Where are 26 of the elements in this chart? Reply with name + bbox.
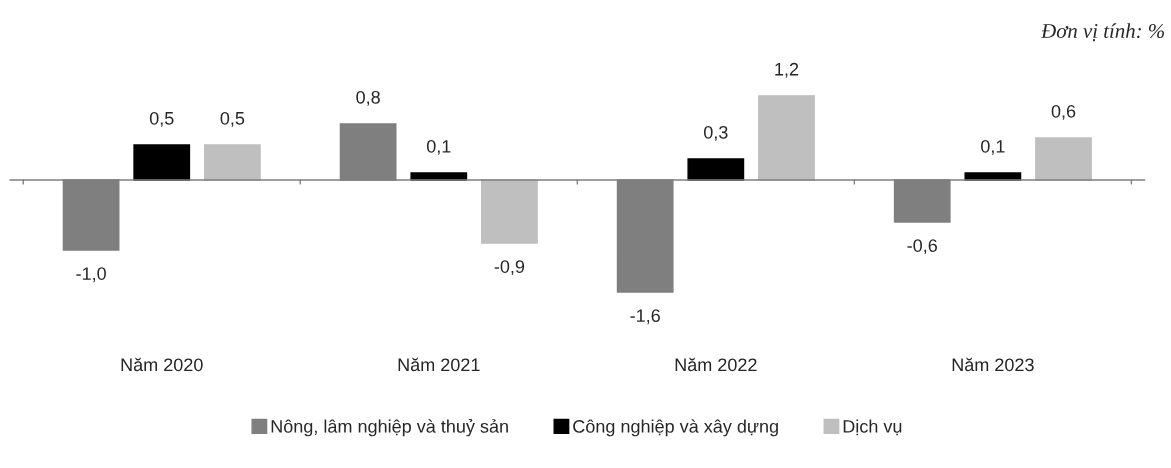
x-tick-label: Năm 2021 — [398, 357, 480, 372]
bar — [133, 144, 191, 181]
legend-label: Nông, lâm nghiệp và thuỷ sản — [271, 418, 508, 437]
bar — [687, 158, 745, 181]
x-tick-label: Năm 2020 — [121, 357, 203, 372]
data-label: 0,6 — [1051, 104, 1076, 120]
text: Đơn vị tính: % — [1040, 23, 1164, 42]
data-label: -1,0 — [76, 267, 106, 283]
data-label: 0,1 — [426, 139, 451, 155]
data-label: 0,5 — [220, 111, 245, 127]
x-tick-label: Năm 2022 — [675, 357, 757, 372]
bar — [758, 95, 815, 181]
bar — [481, 179, 538, 244]
data-label: 0,1 — [981, 139, 1005, 155]
bar — [203, 144, 261, 181]
data-label: -0,9 — [494, 260, 525, 276]
data-label: 1,2 — [775, 62, 799, 78]
x-tick-label: Năm 2023 — [952, 357, 1034, 372]
bar — [1035, 137, 1092, 181]
data-label: -0,6 — [907, 239, 937, 255]
data-label: 0,3 — [703, 125, 728, 141]
legend-label: Công nghiệp và xây dựng — [573, 419, 778, 437]
legend-label: Dịch vụ — [843, 419, 902, 436]
data-label: -1,6 — [630, 309, 660, 325]
data-label: 0,8 — [356, 90, 380, 106]
data-label: 0,5 — [149, 111, 174, 127]
